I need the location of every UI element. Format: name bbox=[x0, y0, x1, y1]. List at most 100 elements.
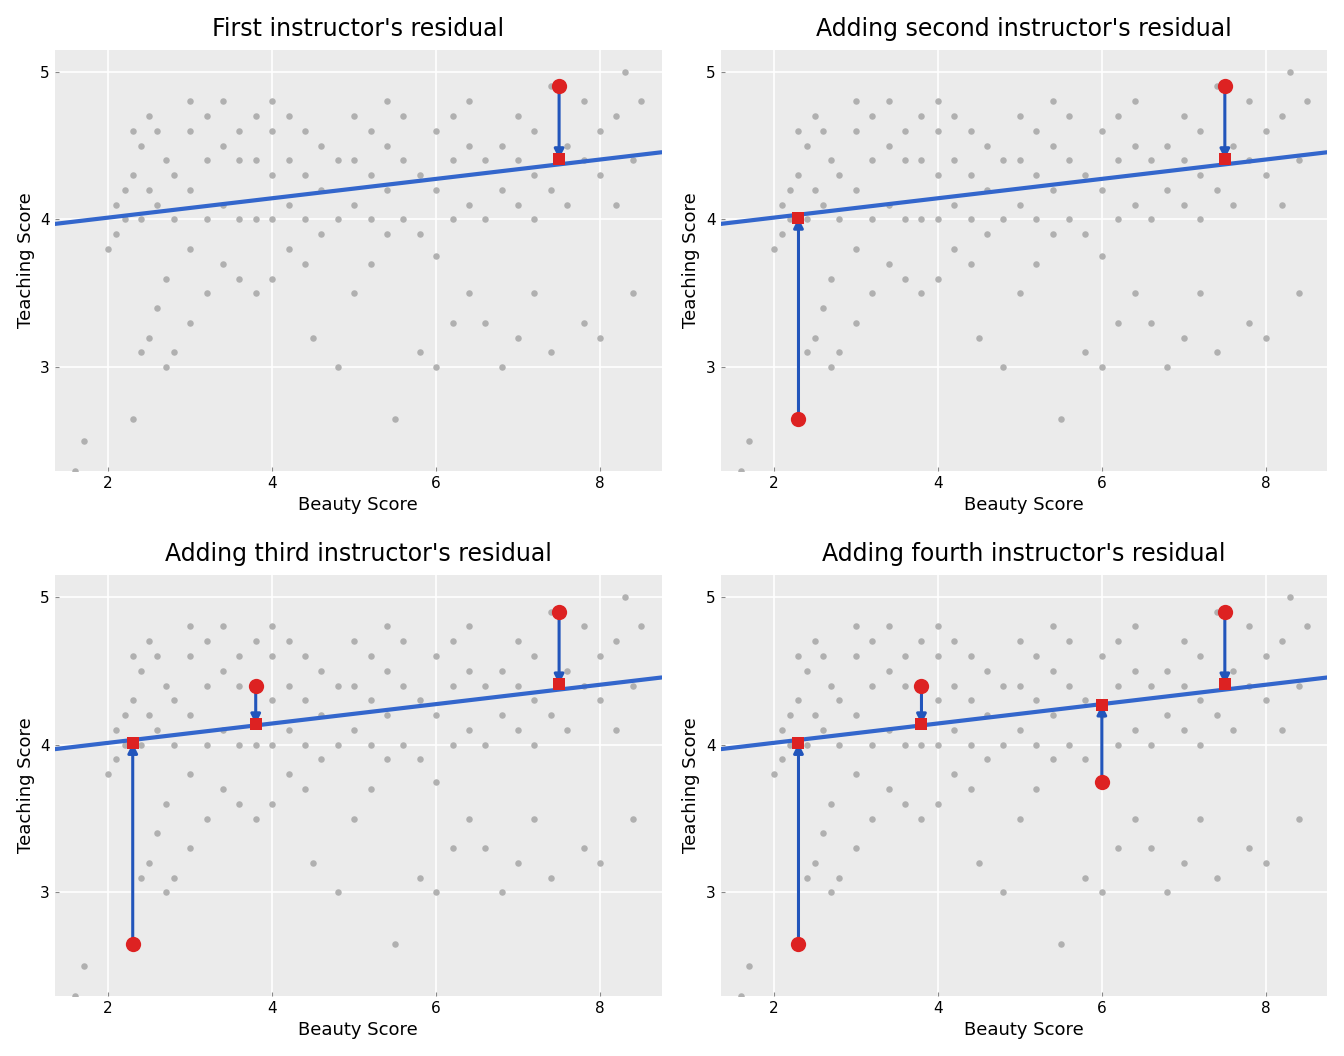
Point bbox=[540, 706, 562, 723]
Point bbox=[294, 211, 316, 228]
Point bbox=[993, 152, 1015, 169]
Point bbox=[1239, 677, 1261, 694]
Point bbox=[589, 122, 610, 139]
Point bbox=[1124, 93, 1145, 110]
Point bbox=[1075, 167, 1097, 184]
Point bbox=[845, 241, 867, 258]
Point bbox=[780, 706, 801, 723]
Point bbox=[212, 721, 234, 738]
Point bbox=[212, 137, 234, 154]
Point bbox=[524, 736, 546, 753]
Point bbox=[138, 706, 160, 723]
Point bbox=[1042, 662, 1063, 679]
Point bbox=[878, 618, 899, 635]
Point bbox=[796, 662, 817, 679]
Point bbox=[1124, 662, 1145, 679]
Point bbox=[1206, 603, 1227, 620]
Point bbox=[1124, 196, 1145, 213]
Point bbox=[788, 167, 809, 184]
Point bbox=[1107, 315, 1129, 332]
Point bbox=[130, 736, 152, 753]
Point bbox=[943, 152, 965, 169]
Point bbox=[524, 692, 546, 709]
Point bbox=[878, 93, 899, 110]
Point bbox=[821, 359, 843, 376]
Point bbox=[122, 936, 144, 953]
Point bbox=[392, 108, 414, 125]
Point bbox=[245, 736, 266, 753]
Point bbox=[788, 692, 809, 709]
Point bbox=[829, 344, 851, 361]
Point bbox=[1091, 182, 1113, 199]
Point bbox=[392, 211, 414, 228]
Point bbox=[245, 285, 266, 302]
Point bbox=[573, 677, 594, 694]
Point bbox=[606, 108, 628, 125]
Point bbox=[409, 751, 430, 768]
Point bbox=[491, 662, 512, 679]
Point bbox=[829, 869, 851, 886]
Title: Adding fourth instructor's residual: Adding fourth instructor's residual bbox=[823, 542, 1226, 566]
Point bbox=[343, 810, 364, 827]
Point bbox=[845, 647, 867, 664]
Point bbox=[1124, 137, 1145, 154]
Point bbox=[606, 633, 628, 649]
Point bbox=[425, 359, 446, 376]
Point bbox=[943, 721, 965, 738]
Point bbox=[146, 721, 168, 738]
Point bbox=[1025, 736, 1047, 753]
Point bbox=[1025, 692, 1047, 709]
Point bbox=[1009, 677, 1031, 694]
Y-axis label: Teaching Score: Teaching Score bbox=[16, 717, 35, 853]
Point bbox=[310, 137, 332, 154]
Point bbox=[878, 780, 899, 797]
Point bbox=[1288, 810, 1309, 827]
Point bbox=[163, 869, 184, 886]
Point bbox=[212, 618, 234, 635]
Point bbox=[163, 211, 184, 228]
Point bbox=[442, 211, 464, 228]
Point bbox=[1222, 196, 1243, 213]
Point bbox=[1091, 773, 1113, 790]
Point bbox=[1025, 167, 1047, 184]
Point bbox=[943, 633, 965, 649]
Point bbox=[392, 677, 414, 694]
Point bbox=[343, 677, 364, 694]
Point bbox=[845, 766, 867, 782]
Point bbox=[943, 108, 965, 125]
Point bbox=[1296, 618, 1317, 635]
Point bbox=[1075, 226, 1097, 243]
Point bbox=[138, 633, 160, 649]
Point bbox=[1157, 706, 1179, 723]
Point bbox=[384, 411, 406, 428]
Point bbox=[1157, 662, 1179, 679]
X-axis label: Beauty Score: Beauty Score bbox=[964, 496, 1083, 514]
Point bbox=[1075, 344, 1097, 361]
Point bbox=[376, 93, 398, 110]
Point bbox=[122, 647, 144, 664]
Point bbox=[1239, 840, 1261, 856]
Point bbox=[878, 662, 899, 679]
Point bbox=[1189, 736, 1211, 753]
Point bbox=[196, 108, 218, 125]
Point bbox=[1157, 884, 1179, 901]
Point bbox=[812, 122, 833, 139]
Point bbox=[1091, 248, 1113, 265]
Title: First instructor's residual: First instructor's residual bbox=[212, 17, 504, 41]
Point bbox=[458, 618, 480, 635]
Point bbox=[106, 751, 128, 768]
Point bbox=[1222, 721, 1243, 738]
Point bbox=[1189, 122, 1211, 139]
Point bbox=[524, 167, 546, 184]
Point bbox=[1214, 78, 1235, 95]
Point bbox=[911, 108, 933, 125]
Point bbox=[730, 463, 751, 479]
Point bbox=[360, 692, 382, 709]
Point bbox=[458, 137, 480, 154]
Point bbox=[821, 884, 843, 901]
Point bbox=[878, 196, 899, 213]
Point bbox=[65, 987, 86, 1004]
Point bbox=[1255, 167, 1277, 184]
Point bbox=[114, 211, 136, 228]
Point bbox=[829, 167, 851, 184]
